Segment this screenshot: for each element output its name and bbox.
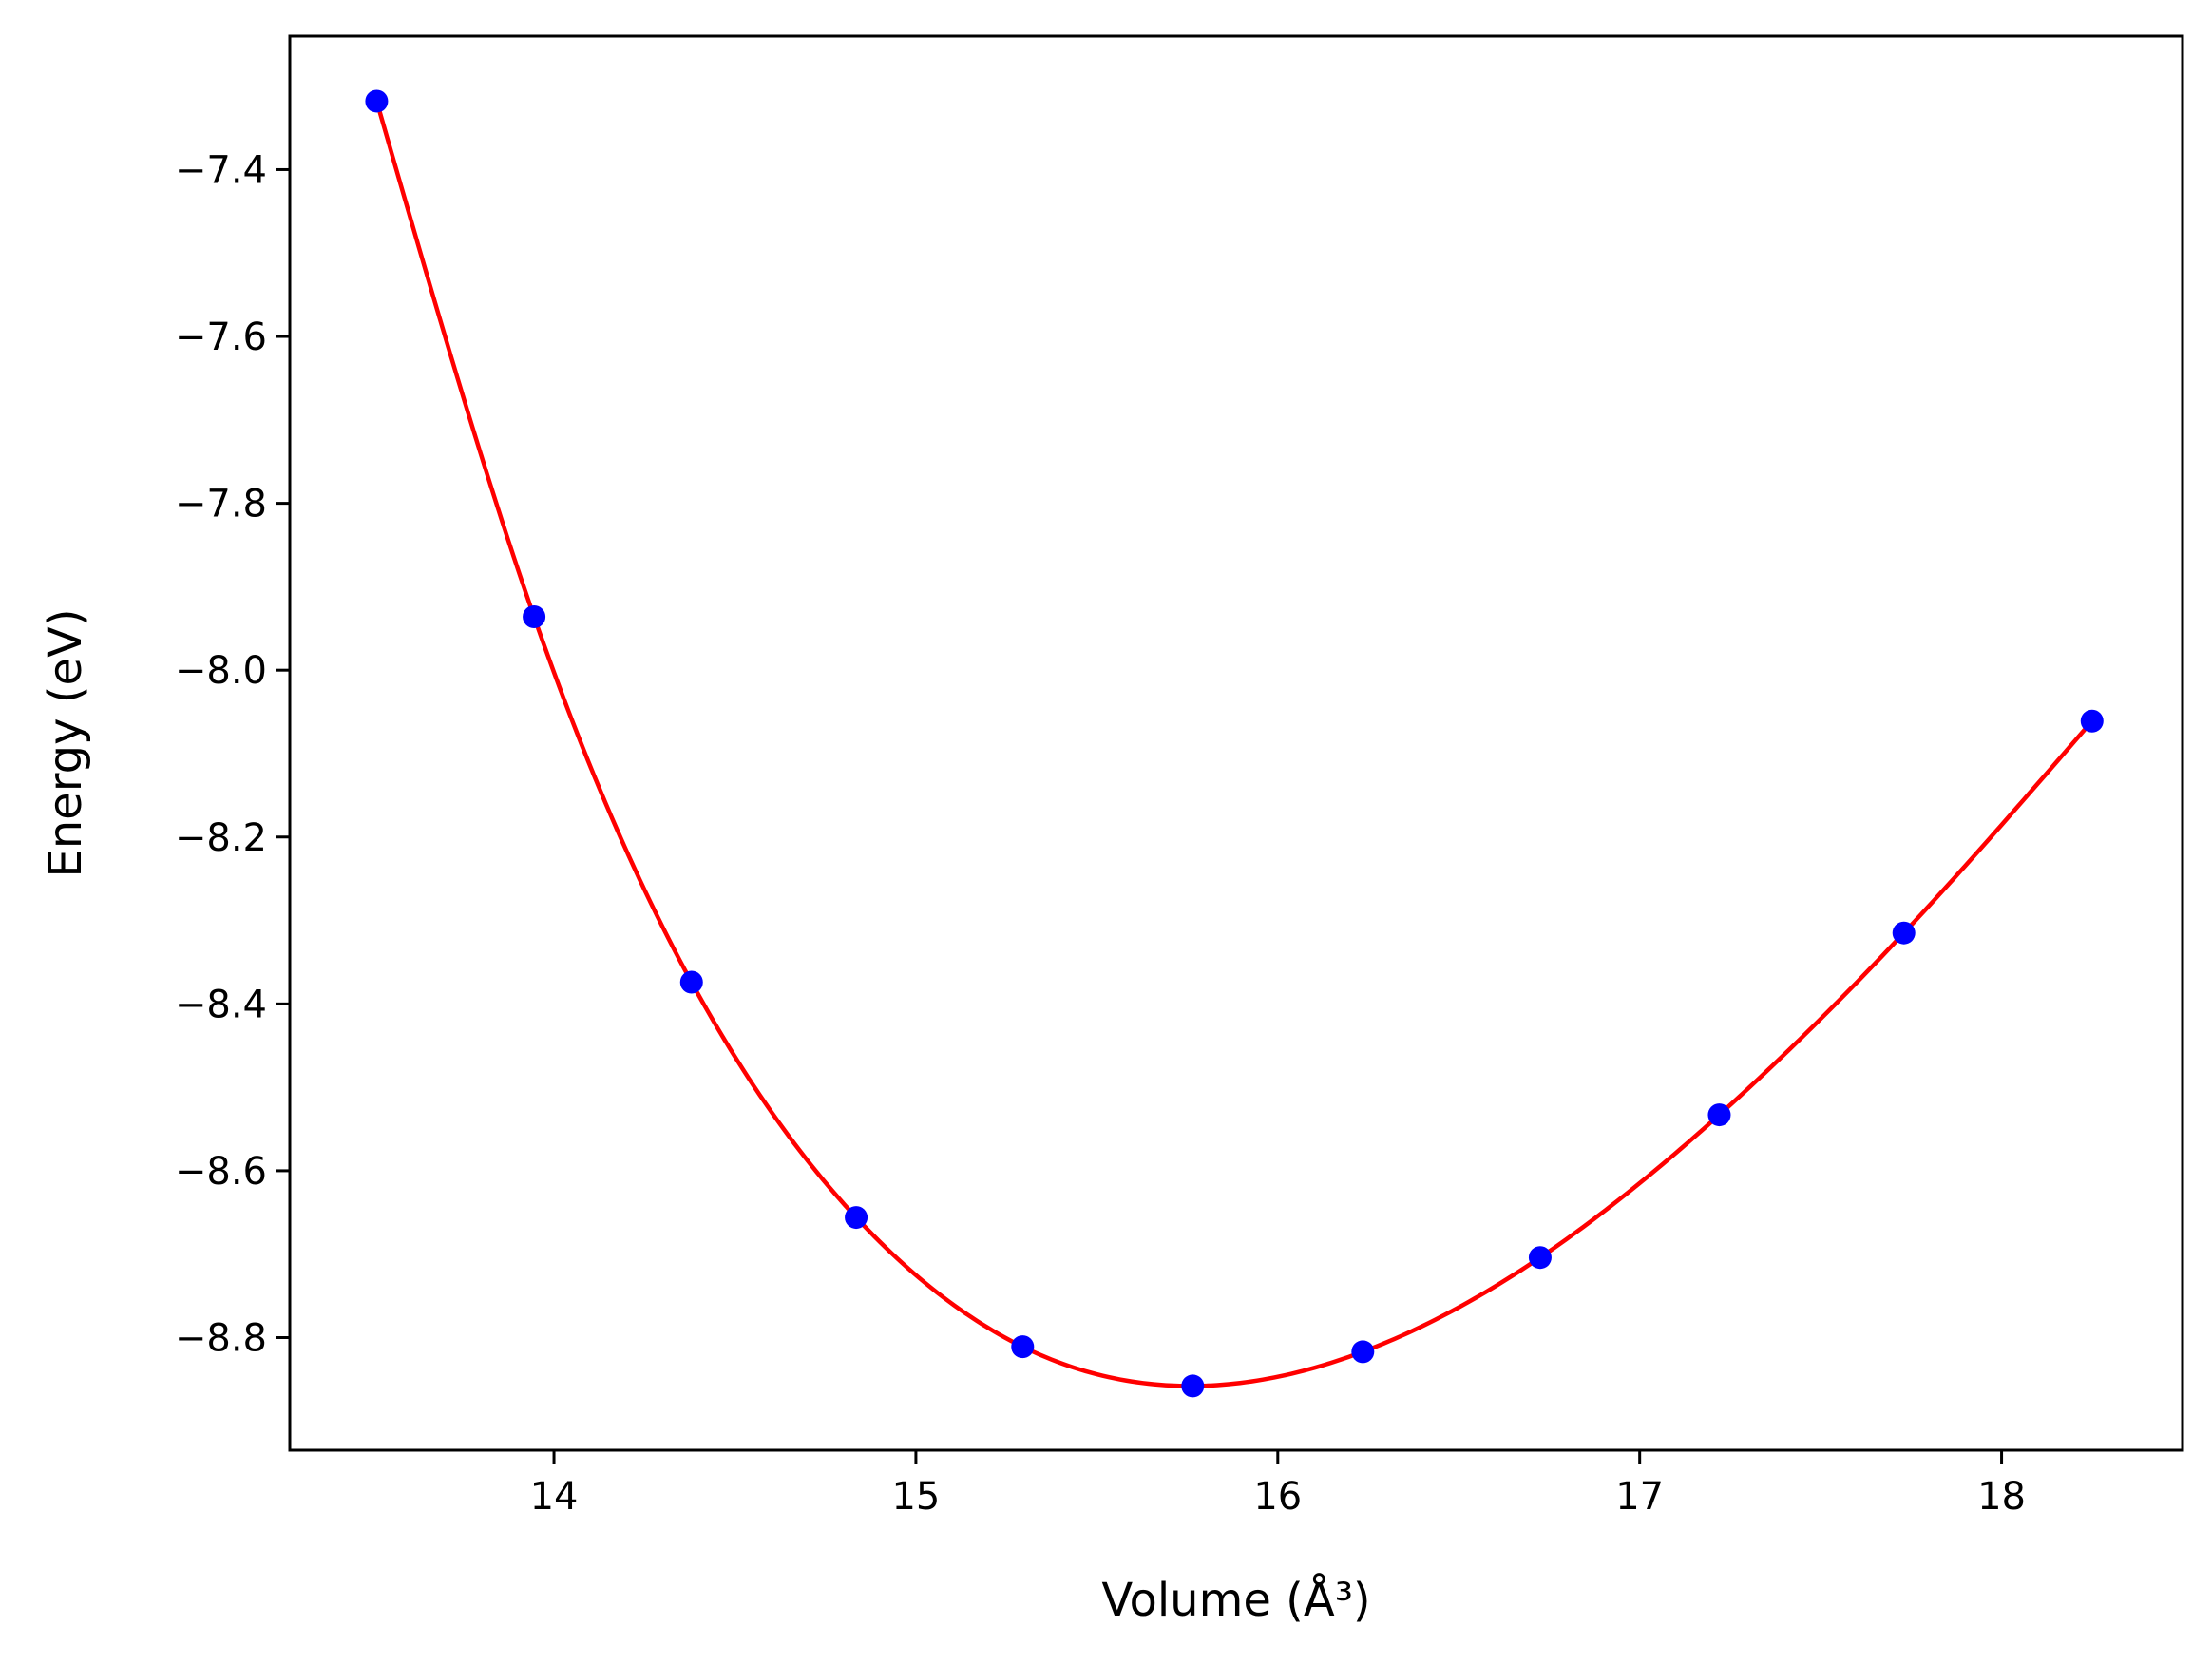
data-point	[523, 605, 546, 629]
y-tick-label: −8.2	[175, 816, 267, 860]
data-point	[1011, 1335, 1035, 1359]
x-tick-label: 18	[1977, 1475, 2026, 1519]
x-tick-label: 15	[891, 1475, 940, 1519]
y-tick-label: −7.8	[175, 483, 267, 526]
data-point	[1528, 1246, 1552, 1270]
x-tick-label: 16	[1253, 1475, 1302, 1519]
data-point	[2080, 709, 2104, 733]
plot-area	[365, 89, 2104, 1398]
data-point	[1892, 921, 1916, 945]
data-point	[1181, 1374, 1205, 1398]
data-point	[365, 89, 389, 113]
y-axis-label: Energy (eV)	[39, 608, 92, 877]
x-tick-label: 14	[530, 1475, 579, 1519]
x-axis-label: Volume (Å³)	[1101, 1573, 1370, 1627]
y-tick-label: −7.4	[175, 148, 267, 192]
data-point	[1351, 1340, 1375, 1364]
y-tick-label: −8.6	[175, 1150, 267, 1194]
y-tick-label: −8.8	[175, 1316, 267, 1360]
y-tick-label: −8.4	[175, 983, 267, 1026]
y-tick-label: −7.6	[175, 316, 267, 359]
data-point	[845, 1206, 868, 1230]
x-tick-label: 17	[1615, 1475, 1664, 1519]
plot-frame	[288, 34, 2184, 1452]
y-tick-label: −8.0	[175, 649, 267, 693]
y-axis: −7.4 −7.6 −7.8 −8.0 −8.2 −8.4 −8.6 −8.8	[175, 148, 290, 1360]
data-point	[679, 970, 703, 994]
x-axis: 14 15 16 17 18	[530, 1450, 2026, 1519]
data-point	[1707, 1103, 1731, 1127]
fit-curve	[374, 100, 2094, 1388]
